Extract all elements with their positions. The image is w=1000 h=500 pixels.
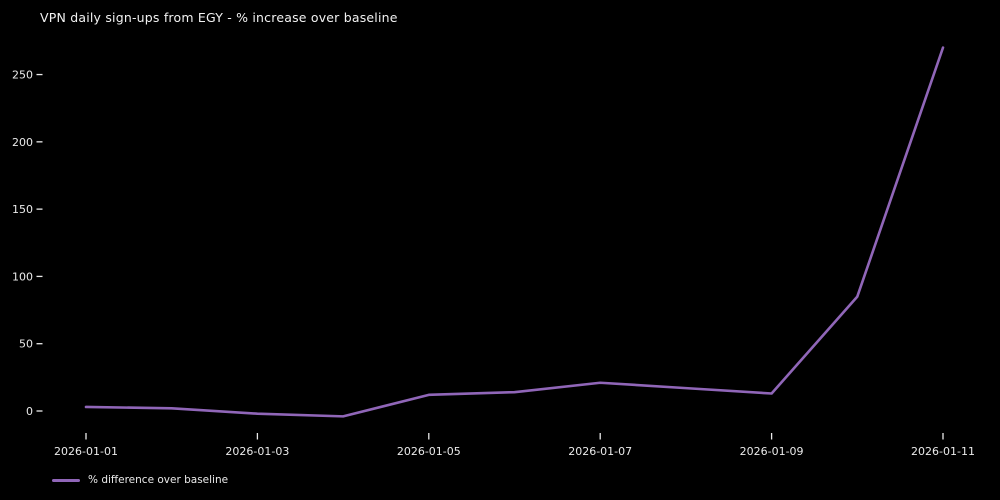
x-tick-label: 2026-01-03: [225, 445, 289, 458]
y-tick-label: 250: [12, 69, 33, 82]
x-tick-label: 2026-01-05: [397, 445, 461, 458]
legend-line-swatch: [52, 478, 80, 482]
x-tick-label: 2026-01-11: [911, 445, 975, 458]
chart-title: VPN daily sign-ups from EGY - % increase…: [40, 10, 398, 25]
y-tick-label: 100: [12, 270, 33, 283]
x-tick-label: 2026-01-01: [54, 445, 118, 458]
series-line: [84, 46, 945, 418]
y-tick-label: 150: [12, 203, 33, 216]
y-tick-label: 50: [19, 338, 33, 351]
x-tick-label: 2026-01-07: [568, 445, 632, 458]
legend-label: % difference over baseline: [88, 474, 229, 486]
y-tick-label: 200: [12, 136, 33, 149]
x-tick-label: 2026-01-09: [740, 445, 804, 458]
y-tick-label: 0: [26, 405, 33, 418]
legend: % difference over baseline: [52, 472, 228, 488]
